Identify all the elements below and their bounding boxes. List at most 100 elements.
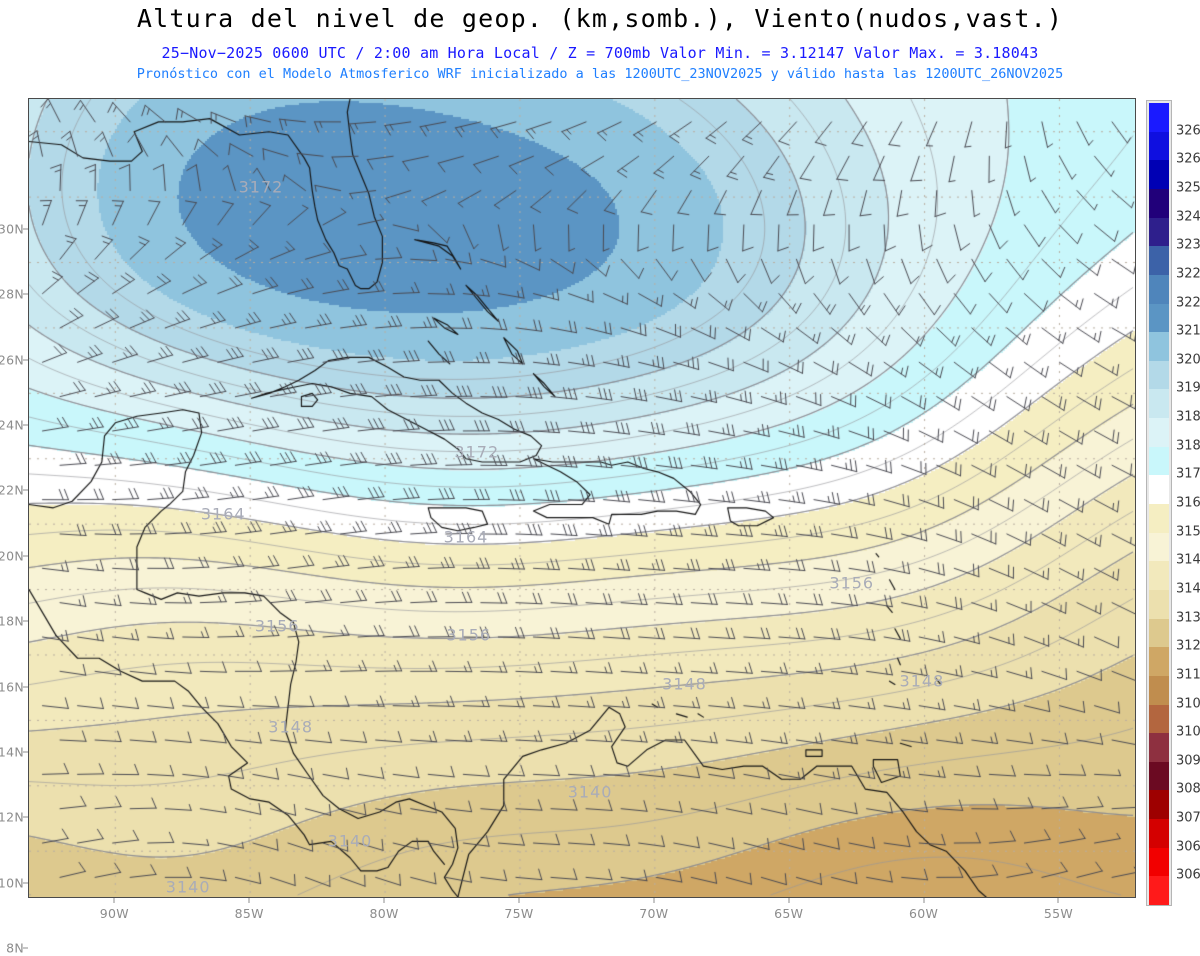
colorbar-swatch [1149, 790, 1169, 820]
lon-tick-label: 55W [1043, 906, 1074, 921]
contour-label: 3156 [829, 573, 875, 593]
contour-label: 3140 [567, 782, 613, 802]
lon-tick-mark [923, 898, 925, 903]
lat-tick-mark [23, 686, 28, 688]
lon-tick-label: 60W [908, 906, 939, 921]
lon-tick-mark [788, 898, 790, 903]
colorbar-swatch [1149, 819, 1169, 849]
colorbar-tick-label: 3132 [1176, 610, 1200, 626]
lon-tick-label: 70W [639, 906, 669, 921]
lat-tick-label: 26N [0, 352, 24, 368]
colorbar-tick-label: 3236 [1176, 237, 1200, 253]
colorbar-tick-label: 3060 [1176, 867, 1200, 883]
colorbar-swatch [1149, 246, 1169, 276]
colorbar-swatch [1149, 332, 1169, 362]
colorbar-swatch [1149, 876, 1169, 906]
colorbar-tick-label: 3092 [1176, 753, 1200, 769]
contour-label: 3140 [165, 877, 211, 897]
lon-tick-label: 85W [234, 906, 264, 921]
colorbar-swatch [1149, 274, 1169, 304]
lon-tick-label: 80W [369, 906, 399, 921]
lon-tick-mark [383, 898, 385, 903]
colorbar-swatch [1149, 532, 1169, 562]
lon-tick-mark [518, 898, 520, 903]
colorbar-tick-label: 3244 [1176, 209, 1200, 225]
colorbar-tick-label: 3268 [1176, 123, 1200, 139]
lat-tick-label: 22N [0, 482, 24, 498]
lat-tick-mark [23, 751, 28, 753]
colorbar-tick-label: 3076 [1176, 810, 1200, 826]
colorbar-tick-label: 3212 [1176, 323, 1200, 339]
colorbar-swatch [1149, 360, 1169, 390]
lat-tick-label: 12N [0, 809, 24, 825]
colorbar-swatch [1149, 160, 1169, 190]
lon-tick-mark [248, 898, 250, 903]
colorbar-tick-label: 3156 [1176, 524, 1200, 540]
lon-tick-mark [1057, 898, 1059, 903]
contour-label: 3156 [254, 616, 300, 636]
model-info-line: Pronóstico con el Modelo Atmosferico WR… [136, 66, 1064, 82]
colorbar-swatch [1149, 418, 1169, 448]
lon-tick-mark [113, 898, 115, 903]
colorbar-frame [1146, 100, 1172, 906]
contour-label: 3148 [268, 717, 314, 737]
lat-tick-mark [23, 555, 28, 557]
colorbar-tick-label: 3140 [1176, 581, 1200, 597]
colorbar-tick-label: 3188 [1176, 409, 1200, 425]
colorbar-swatch [1149, 103, 1169, 133]
colorbar-tick-label: 3220 [1176, 295, 1200, 310]
colorbar-swatch [1149, 188, 1169, 218]
colorbar-swatch [1149, 561, 1169, 591]
colorbar-swatch [1149, 504, 1169, 534]
colorbar-tick-label: 3108 [1176, 696, 1200, 711]
colorbar-tick-label: 3180 [1176, 438, 1200, 454]
lat-tick-mark [23, 947, 28, 949]
lon-tick-mark [653, 898, 655, 903]
colorbar-tick-label: 3260 [1176, 151, 1200, 167]
colorbar-tick-label: 3116 [1176, 667, 1200, 683]
lat-tick-label: 24N [0, 417, 24, 433]
colorbar-tick-label: 3068 [1176, 839, 1200, 855]
contour-label: 3172 [238, 177, 284, 197]
colorbar-swatch [1149, 131, 1169, 161]
lon-tick-label: 65W [774, 906, 804, 921]
page-title: Altura del nivel de geop. (km,somb.), Vi… [136, 4, 1064, 33]
colorbar-tick-label: 3100 [1176, 724, 1200, 740]
colorbar-tick-label: 3204 [1176, 352, 1200, 368]
colorbar-swatch [1149, 618, 1169, 648]
lat-tick-label: 8N [6, 940, 24, 956]
colorbar-swatch [1149, 446, 1169, 476]
lat-tick-label: 18N [0, 613, 24, 629]
colorbar-tick-label: 3124 [1176, 638, 1200, 654]
weather-map-panel[interactable]: 3172 3172 3164 3164 3156 3156 3156 3148 3148 3148… [28, 98, 1136, 898]
contour-label: 3172 [454, 442, 500, 462]
colorbar-tick-label: 3172 [1176, 466, 1200, 482]
contour-label: 3156 [446, 625, 492, 645]
colorbar-swatch [1149, 217, 1169, 247]
contour-label: 3148 [899, 671, 945, 691]
geopotential-height-map[interactable] [29, 99, 1135, 897]
colorbar[interactable]: 3268 3260 3252 3244 3236 3228 3220 3212 3204 3196… [1146, 100, 1200, 906]
lat-tick-mark [23, 489, 28, 491]
contour-label: 3164 [200, 504, 246, 524]
lat-tick-mark [23, 816, 28, 818]
lat-tick-label: 20N [0, 548, 24, 564]
colorbar-swatch [1149, 704, 1169, 734]
colorbar-tick-label: 3252 [1176, 180, 1200, 196]
colorbar-swatch [1149, 389, 1169, 419]
lat-tick-label: 16N [0, 679, 24, 695]
colorbar-tick-label: 3084 [1176, 781, 1200, 797]
colorbar-swatch [1149, 647, 1169, 677]
lat-tick-mark [23, 882, 28, 884]
chart-header: Altura del nivel de geop. (km,somb.), Vi… [0, 0, 1200, 96]
latitude-axis: 30N 28N 26N 24N 22N 20N 18N 16N 14N 12N 10N 8N [0, 98, 28, 956]
contour-label: 3140 [327, 831, 373, 851]
longitude-axis: 90W 85W 80W 75W 70W 65W 60W 55W [28, 898, 1136, 927]
contour-label: 3148 [662, 674, 707, 694]
colorbar-tick-label: 3228 [1176, 266, 1200, 282]
lat-tick-mark [23, 293, 28, 295]
lat-tick-mark [23, 228, 28, 230]
lon-tick-label: 90W [99, 906, 129, 921]
colorbar-swatch [1149, 847, 1169, 877]
lon-tick-label: 75W [504, 906, 534, 921]
